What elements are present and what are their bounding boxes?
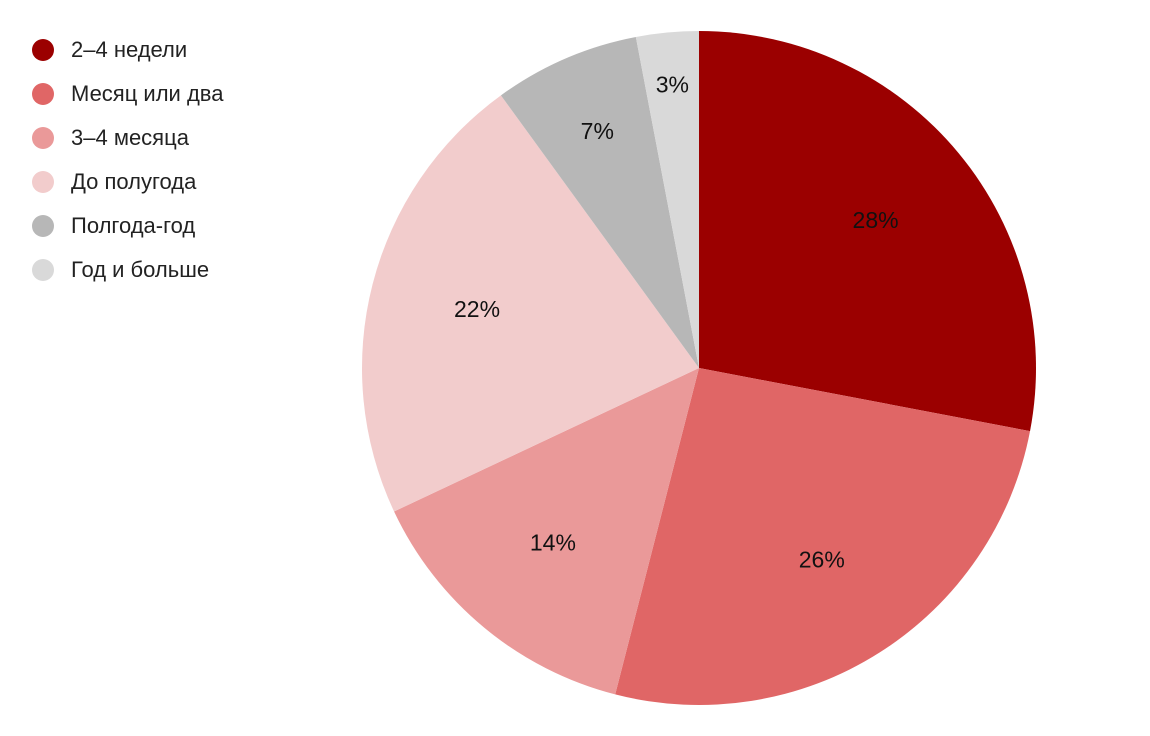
- legend-swatch: [32, 83, 54, 105]
- slice-label-half-year-to-year: 7%: [581, 118, 614, 144]
- legend-item-2-4-weeks: 2–4 недели: [32, 28, 223, 72]
- pie-slice-3-4-months: [394, 368, 699, 695]
- chart-legend: 2–4 недели Месяц или два 3–4 месяца До полу…: [32, 28, 223, 292]
- slice-label-month-or-two: 26%: [799, 547, 845, 573]
- slice-label-2-4-weeks: 28%: [853, 207, 899, 233]
- legend-label: 2–4 недели: [71, 37, 188, 62]
- legend-item-month-or-two: Месяц или два: [32, 72, 223, 116]
- pie-slice-half-year-to-year: [500, 36, 699, 368]
- legend-swatch: [32, 39, 54, 61]
- legend-label: Месяц или два: [71, 81, 224, 106]
- legend-item-half-year: До полугода: [32, 160, 223, 204]
- pie-slice-half-year: [362, 95, 699, 512]
- legend-label: Полгода-год: [71, 213, 196, 238]
- legend-swatch: [32, 127, 54, 149]
- slice-label-year-or-more: 3%: [656, 71, 689, 97]
- pie-slice-year-or-more: [635, 31, 699, 368]
- slice-label-half-year: 22%: [454, 296, 500, 322]
- legend-item-half-year-to-year: Полгода-год: [32, 204, 223, 248]
- pie-slice-month-or-two: [615, 368, 1031, 705]
- legend-swatch: [32, 259, 54, 281]
- legend-label: 3–4 месяца: [71, 125, 189, 150]
- slice-label-3-4-months: 14%: [530, 530, 576, 556]
- legend-swatch: [32, 171, 54, 193]
- legend-swatch: [32, 215, 54, 237]
- legend-label: Год и больше: [71, 257, 210, 282]
- legend-item-year-or-more: Год и больше: [32, 248, 223, 292]
- legend-item-3-4-months: 3–4 месяца: [32, 116, 223, 160]
- pie-slice-2-4-weeks: [699, 31, 1036, 432]
- legend-label: До полугода: [71, 169, 197, 194]
